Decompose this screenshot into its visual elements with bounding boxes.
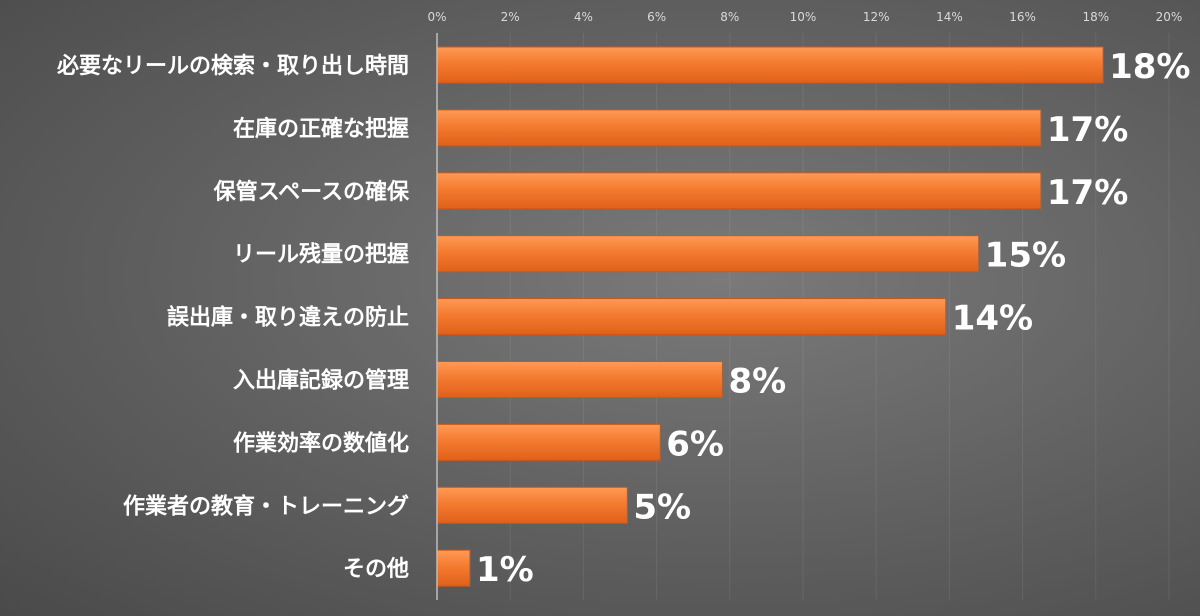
- x-tick-label: 4%: [574, 10, 593, 24]
- category-label: リール残量の把握: [233, 242, 409, 268]
- bar: [436, 109, 1042, 147]
- x-tick-label: 20%: [1156, 10, 1183, 24]
- value-label: 5%: [633, 487, 691, 527]
- bar: [436, 46, 1104, 84]
- x-axis-ticks: 0% 2% 4% 6% 8% 10% 12% 14% 16% 18% 20%: [427, 10, 1182, 24]
- category-label: 保管スペースの確保: [213, 179, 410, 205]
- value-label: 14%: [952, 299, 1033, 339]
- bars: [436, 46, 1104, 587]
- value-label: 8%: [728, 362, 786, 402]
- x-tick-label: 8%: [720, 10, 739, 24]
- value-label: 15%: [985, 236, 1066, 276]
- x-tick-label: 16%: [1009, 10, 1036, 24]
- category-label: 在庫の正確な把握: [233, 116, 409, 142]
- x-tick-label: 6%: [647, 10, 666, 24]
- category-label: 作業効率の数値化: [233, 430, 409, 456]
- bar: [436, 235, 980, 273]
- category-label: 入出庫記録の管理: [233, 368, 409, 394]
- bar: [436, 486, 628, 524]
- value-label: 17%: [1047, 110, 1128, 150]
- category-labels: 必要なリールの検索・取り出し時間在庫の正確な把握保管スペースの確保リール残量の把…: [57, 53, 410, 582]
- bar: [436, 423, 661, 461]
- bar: [436, 549, 471, 587]
- x-tick-label: 10%: [790, 10, 817, 24]
- value-labels: 18% 17% 17% 15% 14% 8%6% 5% 1%: [476, 47, 1191, 590]
- x-tick-label: 0%: [427, 10, 446, 24]
- x-tick-label: 18%: [1082, 10, 1109, 24]
- category-label: 必要なリールの検索・取り出し時間: [57, 53, 409, 79]
- bar: [436, 361, 723, 398]
- x-tick-label: 12%: [863, 10, 890, 24]
- category-label: 作業者の教育・トレーニング: [123, 493, 409, 519]
- x-tick-label: 2%: [501, 10, 520, 24]
- value-label: 1%: [476, 550, 534, 590]
- value-label: 17%: [1047, 173, 1128, 213]
- x-tick-label: 14%: [936, 10, 963, 24]
- category-label: その他: [343, 557, 409, 582]
- value-label: 6%: [666, 424, 724, 464]
- category-label: 誤出庫・取り違えの防止: [167, 305, 409, 331]
- bar: [436, 172, 1042, 210]
- bar: [436, 298, 947, 336]
- value-label: 18%: [1109, 47, 1190, 87]
